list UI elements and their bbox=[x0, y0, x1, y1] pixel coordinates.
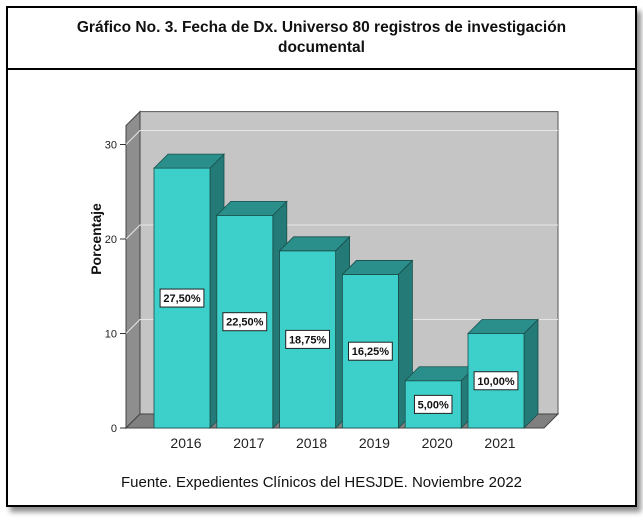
x-tick-label: 2021 bbox=[484, 435, 515, 451]
title-box: Gráfico No. 3. Fecha de Dx. Universo 80 … bbox=[8, 8, 635, 70]
data-label-box bbox=[473, 371, 519, 391]
y-axis-label: Porcentaje bbox=[88, 203, 104, 275]
data-label: 10,00% bbox=[477, 376, 515, 388]
data-label: 16,25% bbox=[352, 346, 390, 358]
y-tick-label: 10 bbox=[105, 329, 117, 341]
data-label-box bbox=[159, 288, 205, 308]
bar-chart: 0 10 20 30 Porcentaje 27,50% 2016 22,50% 2017 18,… bbox=[88, 110, 560, 451]
x-tick-label: 2018 bbox=[296, 435, 327, 451]
bar-top bbox=[278, 236, 351, 252]
bar-top bbox=[467, 319, 539, 334]
data-label-box bbox=[348, 341, 393, 361]
chart-area: 0 10 20 30 Porcentaje 27,50% 2016 22,50% 2017 18,… bbox=[8, 70, 635, 505]
data-label: 22,50% bbox=[226, 317, 264, 329]
chart-frame: Gráfico No. 3. Fecha de Dx. Universo 80 … bbox=[6, 6, 637, 507]
data-label-box bbox=[222, 312, 268, 332]
chart-title: Gráfico No. 3. Fecha de Dx. Universo 80 … bbox=[76, 19, 567, 56]
bar-top bbox=[215, 200, 288, 216]
gridline bbox=[125, 130, 558, 145]
data-label: 5,00% bbox=[418, 399, 449, 411]
gridline bbox=[125, 319, 558, 334]
source-note: Fuente. Expedientes Clínicos del HESJDE.… bbox=[120, 474, 523, 491]
y-tick-label: 20 bbox=[105, 234, 117, 246]
x-tick-label: 2020 bbox=[422, 435, 453, 451]
x-tick-label: 2016 bbox=[170, 435, 201, 451]
bar-top bbox=[341, 260, 414, 275]
x-tick-label: 2019 bbox=[359, 435, 390, 451]
plot-left-wall bbox=[125, 110, 141, 430]
data-label: 18,75% bbox=[289, 334, 327, 346]
y-tick-label: 0 bbox=[111, 423, 117, 435]
data-label-box bbox=[285, 329, 331, 349]
data-label: 27,50% bbox=[163, 293, 201, 305]
gridline bbox=[125, 224, 558, 240]
x-tick-label: 2017 bbox=[233, 435, 264, 451]
bar-top bbox=[153, 153, 225, 169]
bar-side bbox=[523, 318, 539, 429]
y-tick-label: 30 bbox=[105, 140, 117, 152]
data-label-box bbox=[413, 394, 453, 414]
